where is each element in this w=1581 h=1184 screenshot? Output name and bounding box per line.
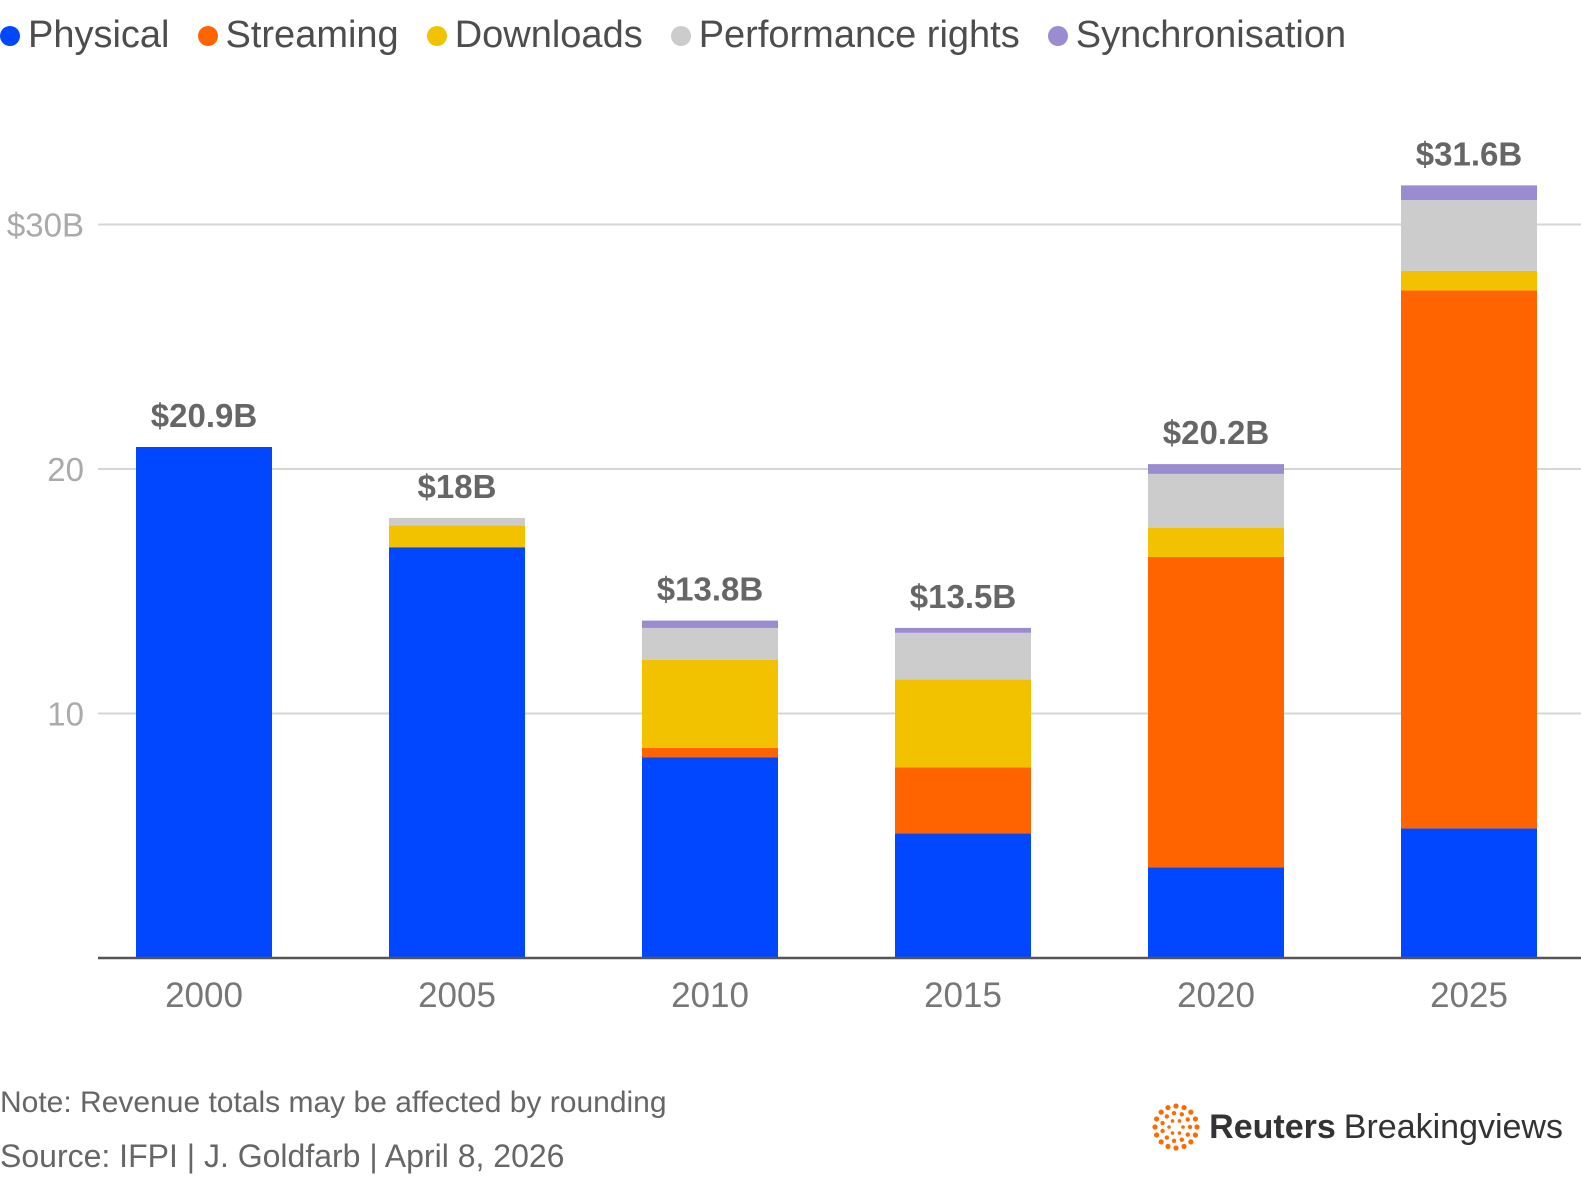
bar-segment-streaming <box>1148 557 1284 868</box>
logo-dot <box>1181 1143 1187 1150</box>
bar-segment-synchronisation <box>895 627 1031 633</box>
brand-sub: Breakingviews <box>1343 1107 1563 1146</box>
legend-item-downloads: Downloads <box>426 14 643 57</box>
bar-segment-downloads <box>642 659 778 748</box>
bar-segment-streaming <box>895 767 1031 834</box>
bar-segment-physical <box>1401 828 1537 958</box>
bar-segment-synchronisation <box>1148 464 1284 474</box>
logo-dot <box>1154 1116 1160 1122</box>
total-label: $20.2B <box>1163 414 1269 451</box>
bar-segment-performance-rights <box>389 517 525 526</box>
source-line: Source: IFPI | J. Goldfarb | April 8, 20… <box>0 1138 565 1174</box>
x-tick-label: 2000 <box>165 976 243 1015</box>
bar-segment-streaming <box>642 747 778 758</box>
logo-dot <box>1181 1104 1187 1111</box>
bar-segment-performance-rights <box>895 632 1031 680</box>
logo-dot <box>1165 1143 1171 1150</box>
logo-dot <box>1192 1132 1199 1138</box>
logo-dot <box>1194 1124 1200 1130</box>
logo-dot <box>1179 1137 1185 1142</box>
legend-swatch <box>197 25 218 46</box>
legend-label: Performance rights <box>698 14 1020 56</box>
legend-item-streaming: Streaming <box>197 14 399 57</box>
logo-dot <box>1167 1125 1171 1129</box>
bar-segment-downloads <box>895 679 1031 768</box>
x-tick-label: 2010 <box>671 976 749 1015</box>
bar-segment-performance-rights <box>642 627 778 660</box>
logo-dot <box>1185 1132 1191 1137</box>
logo-dot <box>1154 1132 1160 1138</box>
total-label: $13.5B <box>910 578 1016 615</box>
total-label: $13.8B <box>657 571 763 608</box>
bar-segment-performance-rights <box>1148 473 1284 528</box>
logo-dot <box>1158 1139 1164 1145</box>
brand-logo-lockup: Reuters Breakingviews <box>1151 1102 1563 1152</box>
total-label: $31.6B <box>1416 135 1522 172</box>
bar-segment-physical <box>1148 867 1284 958</box>
legend-label: Downloads <box>454 14 643 56</box>
legend-swatch <box>670 25 691 46</box>
total-label: $20.9B <box>151 397 257 434</box>
footnote: Note: Revenue totals may be affected by … <box>0 1086 667 1119</box>
x-tick-label: 2020 <box>1177 976 1255 1015</box>
bar-segment-physical <box>136 446 272 958</box>
logo-dot <box>1177 1131 1182 1135</box>
legend-item-synchronisation: Synchronisation <box>1047 14 1347 57</box>
legend-swatch <box>1047 25 1068 46</box>
logo-dot <box>1152 1124 1158 1130</box>
logo-dot <box>1160 1128 1165 1134</box>
bar-segment-synchronisation <box>642 620 778 628</box>
bar-segment-physical <box>895 833 1031 958</box>
bar-segment-downloads <box>1401 270 1537 291</box>
legend-swatch <box>426 25 447 46</box>
bar-segment-physical <box>642 757 778 958</box>
total-label: $18B <box>418 468 497 505</box>
stacked-bar-chart: 10 20 $30B $20.9B 2000 $18B 2005 $13.8B 2010 $13.… <box>7 135 1581 1015</box>
logo-dot <box>1173 1145 1179 1151</box>
logo-dot <box>1188 1109 1194 1115</box>
logo-dot <box>1187 1124 1193 1130</box>
logo-dot <box>1177 1119 1182 1123</box>
logo-dot <box>1170 1119 1175 1123</box>
reuters-logo-icon <box>1152 1103 1200 1151</box>
bar-segment-downloads <box>389 525 525 548</box>
logo-dot <box>1158 1109 1164 1115</box>
brand-name: Reuters <box>1209 1107 1336 1146</box>
y-tick-label: 20 <box>47 451 84 488</box>
logo-dot <box>1160 1120 1165 1126</box>
logo-dot <box>1185 1117 1191 1122</box>
legend-label: Physical <box>28 14 170 56</box>
legend: Physical Streaming Downloads Performance ri… <box>0 14 1346 57</box>
logo-dot <box>1170 1131 1175 1135</box>
logo-dot <box>1173 1103 1179 1109</box>
logo-dot <box>1192 1116 1199 1122</box>
bar-segment-streaming <box>1401 290 1537 829</box>
logo-dot <box>1164 1114 1170 1119</box>
x-tick-label: 2025 <box>1430 976 1508 1015</box>
x-tick-label: 2015 <box>924 976 1002 1015</box>
logo-dot <box>1171 1138 1177 1144</box>
logo-dot <box>1164 1135 1170 1140</box>
bar-segment-synchronisation <box>1401 185 1537 201</box>
legend-item-performance-rights: Performance rights <box>670 14 1020 57</box>
bar-segment-downloads <box>1148 527 1284 558</box>
bar-segment-performance-rights <box>1401 200 1537 271</box>
logo-dot <box>1165 1104 1171 1111</box>
logo-dot <box>1171 1110 1177 1116</box>
legend-swatch <box>0 25 20 46</box>
y-tick-label: 10 <box>47 696 84 733</box>
logo-dot <box>1179 1112 1185 1117</box>
y-tick-label: $30B <box>7 207 84 244</box>
logo-dot <box>1188 1139 1194 1145</box>
legend-label: Synchronisation <box>1075 14 1347 56</box>
x-tick-label: 2005 <box>418 976 496 1015</box>
bar-segment-physical <box>389 547 525 958</box>
legend-label: Streaming <box>225 14 399 56</box>
legend-item-physical: Physical <box>0 14 170 57</box>
logo-dot <box>1181 1125 1185 1129</box>
